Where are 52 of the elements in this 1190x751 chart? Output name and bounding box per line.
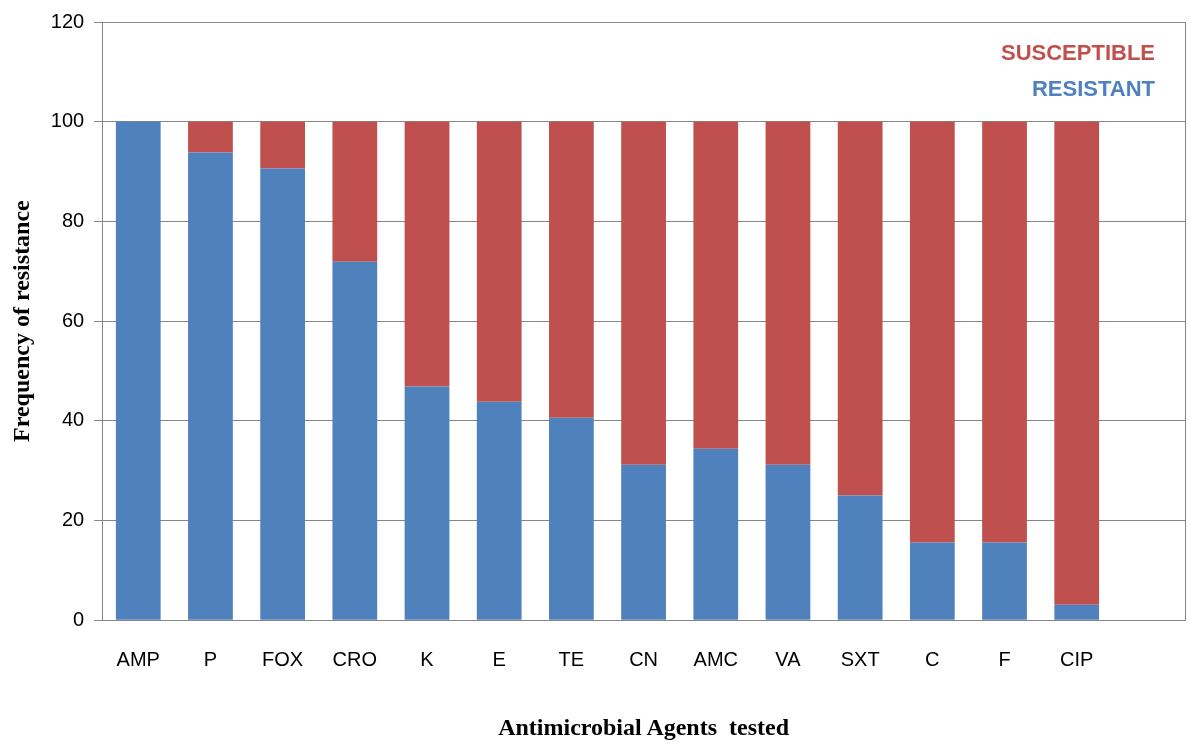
y-tick-label: 100 <box>50 109 85 132</box>
bar <box>115 121 161 620</box>
bar <box>476 121 522 402</box>
bar <box>549 417 594 620</box>
y-tick-label: 0 <box>73 607 85 630</box>
bar <box>765 464 811 620</box>
x-tick-label: E <box>492 647 506 670</box>
bar <box>1054 121 1100 605</box>
bar <box>260 121 306 169</box>
bar <box>260 168 306 620</box>
x-tick-label: AMC <box>693 647 738 670</box>
x-tick-label: CRO <box>332 647 378 670</box>
text: SUSCEPTIBLE <box>1000 40 1155 66</box>
x-tick-label: TE <box>558 647 585 670</box>
bar <box>693 121 739 449</box>
bar <box>765 121 811 465</box>
y-tick-label: 120 <box>50 9 85 32</box>
x-tick-label: C <box>925 647 940 670</box>
bar <box>909 542 955 620</box>
x-tick-label: P <box>203 647 218 670</box>
y-tick-label: 60 <box>61 308 85 331</box>
bar <box>693 448 739 620</box>
x-tick-label: FOX <box>262 647 304 670</box>
y-tick-label: 80 <box>61 208 85 231</box>
text: RESISTANT <box>1031 76 1156 102</box>
x-tick-label: K <box>420 647 435 670</box>
x-tick-label: F <box>998 647 1011 670</box>
x-tick-label: CN <box>629 647 659 670</box>
bar <box>332 121 378 262</box>
bar <box>404 386 450 620</box>
bar <box>982 542 1027 620</box>
bar <box>404 121 450 387</box>
bar <box>621 121 666 465</box>
x-axis-title: Antimicrobial Agents tested <box>498 713 790 740</box>
bar <box>549 121 594 418</box>
bar <box>332 261 378 620</box>
bar <box>621 464 666 620</box>
bar <box>476 401 522 620</box>
bar <box>837 495 883 620</box>
x-tick-label: AMP <box>116 647 160 670</box>
bar <box>982 121 1027 543</box>
y-axis-title: Frequency of resistance <box>7 199 34 442</box>
y-tick-label: 20 <box>61 508 85 531</box>
x-tick-label: VA <box>775 647 802 670</box>
bar <box>837 121 883 496</box>
x-tick-label: SXT <box>840 647 880 670</box>
bar <box>1054 604 1100 620</box>
x-tick-label: CIP <box>1060 647 1094 670</box>
bar <box>188 121 233 153</box>
bar <box>909 121 955 543</box>
bar <box>188 152 233 620</box>
y-tick-label: 40 <box>61 408 85 431</box>
